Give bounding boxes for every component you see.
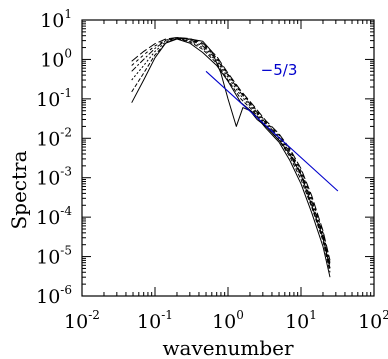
x-tick-label: 100: [212, 308, 244, 333]
y-tick-label: 10-1: [36, 86, 72, 111]
series-line-2: [131, 38, 331, 273]
x-axis-label: wavenumber: [162, 336, 294, 359]
slope-annotation: −5/3: [261, 61, 298, 79]
series-line-1: [131, 38, 331, 278]
series-line-5: [131, 37, 331, 263]
y-tick-label: 10-2: [36, 125, 72, 150]
y-tick-label: 10-4: [36, 204, 72, 229]
y-tick-label: 100: [40, 46, 72, 71]
series-line-3: [131, 38, 331, 269]
reference-layer: [205, 70, 339, 192]
plot-frame: [81, 19, 375, 297]
x-tick-label: 102: [358, 308, 388, 333]
series-line-7: [176, 38, 331, 269]
y-tick-label: 10-3: [36, 165, 72, 190]
series-line-6: [131, 37, 331, 261]
series-line-4: [131, 37, 331, 266]
tick-labels: 10-2 10-1 100 101 102 10-6 10-5 10-4 10-3 10-2 10-…: [36, 7, 388, 333]
tick-marks: [81, 19, 375, 297]
y-tick-label: 101: [40, 7, 72, 32]
x-tick-label: 10-2: [64, 308, 100, 333]
x-tick-label: 10-1: [137, 308, 173, 333]
x-tick-label: 101: [285, 308, 317, 333]
y-tick-label: 10-6: [36, 283, 72, 308]
y-tick-label: 10-5: [36, 244, 72, 269]
y-axis-label: Spectra: [7, 150, 31, 229]
reference-slope-line: [205, 70, 339, 192]
